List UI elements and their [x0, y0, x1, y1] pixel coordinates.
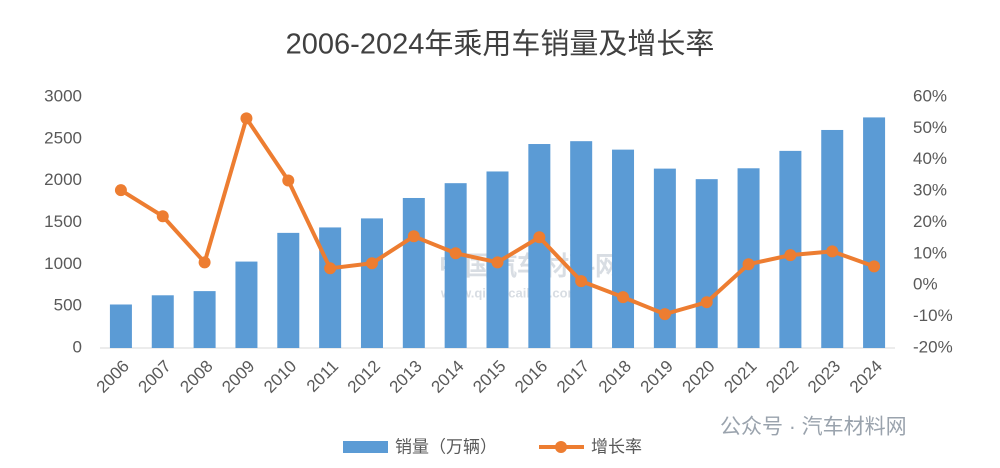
- x-tick-label: 2009: [218, 357, 258, 397]
- y2-tick-label: 40%: [913, 149, 947, 168]
- y-tick-label: 0: [73, 337, 82, 356]
- x-tick-label: 2018: [595, 357, 635, 397]
- bar: [402, 197, 425, 348]
- x-tick-label: 2015: [469, 357, 509, 397]
- bar: [821, 129, 844, 348]
- x-tick-label: 2022: [762, 357, 802, 397]
- y-tick-label: 500: [54, 296, 82, 315]
- y-tick-label: 3000: [44, 86, 82, 105]
- x-tick-label: 2012: [344, 357, 384, 397]
- point: [575, 275, 588, 288]
- bar: [863, 117, 886, 348]
- point: [156, 210, 169, 223]
- bar: [737, 168, 760, 348]
- x-tick-label: 2014: [427, 357, 467, 397]
- point: [407, 230, 420, 243]
- legend-label: 销量（万辆）: [395, 437, 497, 456]
- point: [533, 231, 546, 244]
- x-tick-label: 2013: [386, 357, 426, 397]
- bar: [528, 144, 551, 348]
- legend-label: 增长率: [591, 437, 642, 456]
- point: [826, 245, 839, 258]
- y2-tick-label: 60%: [913, 86, 947, 105]
- point: [324, 262, 337, 275]
- point: [868, 260, 881, 273]
- x-tick-label: 2010: [260, 357, 300, 397]
- bar: [612, 149, 635, 348]
- y-tick-label: 1000: [44, 254, 82, 273]
- x-tick-label: 2006: [93, 357, 133, 397]
- bar: [695, 179, 718, 348]
- point: [365, 257, 378, 270]
- y2-tick-label: 10%: [913, 243, 947, 262]
- point: [491, 256, 504, 269]
- point: [700, 296, 713, 309]
- point: [282, 174, 295, 187]
- x-tick-label: 2024: [846, 357, 886, 397]
- x-tick-label: 2008: [176, 357, 216, 397]
- x-tick-label: 2023: [804, 357, 844, 397]
- y2-tick-label: 20%: [913, 212, 947, 231]
- point: [449, 247, 462, 260]
- bar: [109, 304, 132, 348]
- x-tick-label: 2021: [720, 357, 760, 397]
- x-tick-label: 2007: [135, 357, 175, 397]
- x-tick-label: 2019: [637, 357, 677, 397]
- x-tick-label: 2016: [511, 357, 551, 397]
- bar: [151, 295, 174, 348]
- y2-tick-label: -20%: [913, 337, 953, 356]
- point: [658, 308, 671, 321]
- y2-tick-label: 0%: [913, 275, 938, 294]
- point: [784, 249, 797, 262]
- point: [114, 184, 127, 197]
- y-tick-label: 2000: [44, 170, 82, 189]
- bar: [193, 291, 216, 348]
- y-tick-label: 1500: [44, 212, 82, 231]
- chart-title: 2006-2024年乘用车销量及增长率: [286, 28, 715, 61]
- point: [617, 291, 630, 304]
- bar: [360, 218, 383, 348]
- bar: [319, 227, 342, 348]
- y2-tick-label: 50%: [913, 118, 947, 137]
- y2-tick-label: -10%: [913, 306, 953, 325]
- bar: [444, 183, 467, 348]
- x-tick-label: 2017: [553, 357, 593, 397]
- point: [240, 112, 253, 125]
- source-note: 公众号 · 汽车材料网: [720, 416, 907, 439]
- x-tick-label: 2011: [303, 357, 342, 396]
- x-tick-label: 2020: [679, 357, 719, 397]
- y2-tick-label: 30%: [913, 181, 947, 200]
- point: [742, 258, 755, 271]
- legend-swatch: [555, 441, 567, 453]
- bar: [570, 141, 593, 348]
- y-tick-label: 2500: [44, 128, 82, 147]
- bar: [277, 232, 300, 348]
- bar: [653, 168, 676, 348]
- legend-swatch: [343, 441, 388, 453]
- point: [198, 256, 211, 269]
- bar: [235, 261, 258, 348]
